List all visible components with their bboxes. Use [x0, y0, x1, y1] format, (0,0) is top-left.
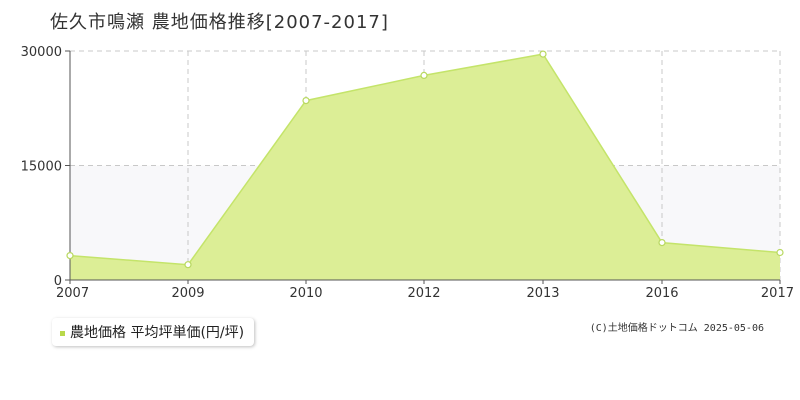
x-tick-label: 2010: [289, 286, 322, 301]
chart-title: 佐久市鳴瀬 農地価格推移[2007-2017]: [50, 12, 389, 33]
y-tick-label: 0: [54, 274, 62, 289]
data-point: [66, 252, 74, 260]
x-tick-label: 2017: [761, 286, 794, 301]
x-tick-label: 2009: [171, 286, 204, 301]
chart-axis-layer: [65, 50, 781, 284]
legend-marker-icon: [60, 330, 65, 336]
x-tick-label: 2016: [645, 286, 678, 301]
legend-label: 農地価格 平均坪単価(円/坪): [70, 325, 245, 341]
data-point: [184, 261, 192, 269]
x-tick-label: 2012: [407, 286, 440, 301]
series-area: [70, 54, 780, 280]
data-point: [776, 248, 784, 257]
legend: 農地価格 平均坪単価(円/坪): [52, 318, 255, 346]
data-point: [420, 71, 428, 80]
y-tick-label: 15000: [21, 160, 62, 175]
y-tick-label: 30000: [21, 45, 62, 60]
data-point: [302, 96, 310, 105]
data-point: [539, 50, 547, 58]
data-point: [658, 239, 666, 247]
x-tick-label: 2013: [526, 286, 559, 301]
x-tick-label: 2007: [56, 286, 89, 301]
copyright-text: (C)土地価格ドットコム 2025-05-06: [589, 323, 764, 334]
chart-point-layer: [66, 50, 784, 269]
chart-label-layer: 0 15000 30000 2007 2009 2010 2012 2013 2016 2017: [21, 45, 794, 301]
